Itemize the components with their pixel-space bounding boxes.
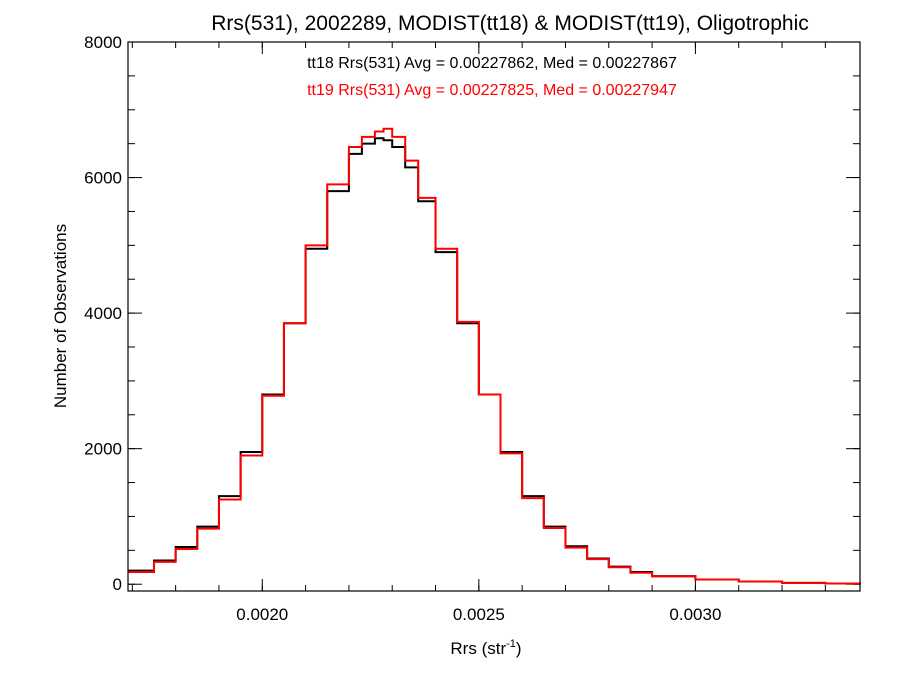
series-line-0 [128, 137, 861, 585]
y-tick-label: 2000 [84, 440, 122, 459]
x-axis-label-end: ) [516, 639, 522, 658]
x-tick-label: 0.0025 [453, 605, 505, 624]
x-axis-label-base: Rrs (str [450, 639, 506, 658]
x-tick-label: 0.0020 [236, 605, 288, 624]
y-tick-label: 8000 [84, 33, 122, 52]
y-tick-label: 4000 [84, 304, 122, 323]
y-axis-label: Number of Observations [51, 224, 70, 408]
y-tick-label: 0 [113, 575, 122, 594]
axis-ticks: 0.0020 0.0025 0.0030 0 2000 4000 6000 8000 [84, 33, 860, 624]
plot-series [128, 127, 861, 585]
chart-title: Rrs(531), 2002289, MODIST(tt18) & MODIST… [211, 12, 809, 35]
x-axis-label-superscript: -1 [506, 638, 516, 650]
series-line-1 [128, 127, 861, 585]
x-tick-label: 0.0030 [669, 605, 721, 624]
plot-frame [127, 41, 861, 592]
x-axis-label: Rrs (str-1) [450, 638, 521, 658]
annotation-tt18-stats: tt18 Rrs(531) Avg = 0.00227862, Med = 0.… [307, 55, 677, 72]
annotation-tt19-stats: tt19 Rrs(531) Avg = 0.00227825, Med = 0.… [307, 82, 677, 99]
y-tick-label: 6000 [84, 169, 122, 188]
